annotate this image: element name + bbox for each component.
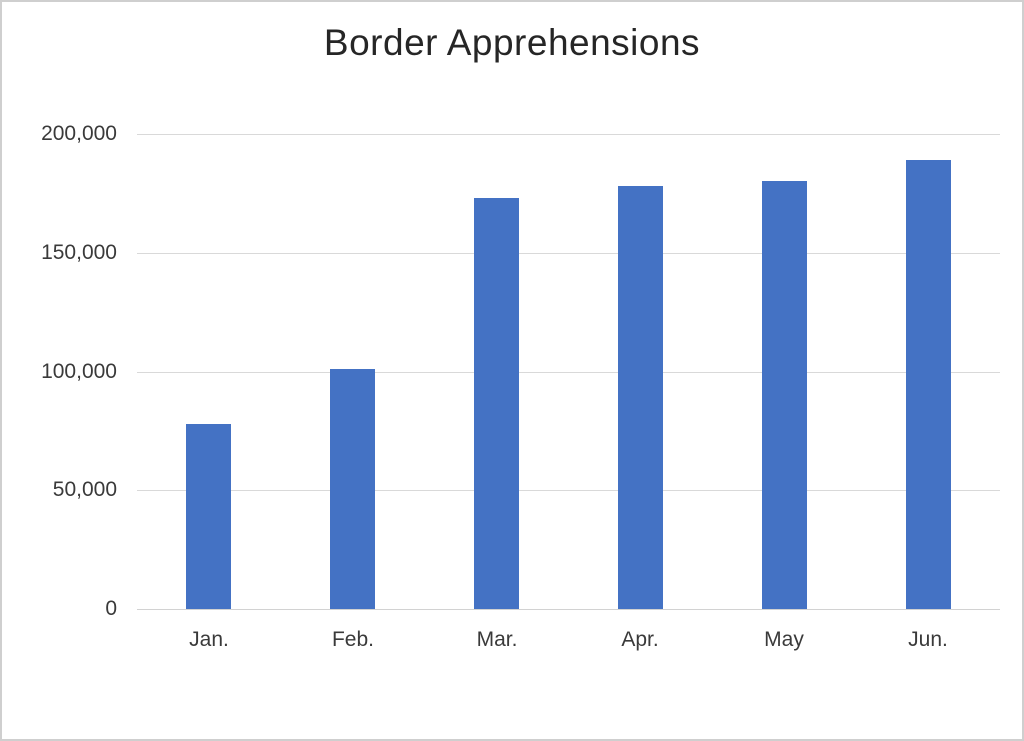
plot-area xyxy=(137,134,1000,610)
gridline xyxy=(137,253,1000,254)
gridline xyxy=(137,372,1000,373)
x-tick-label: Feb. xyxy=(331,628,375,651)
bar-mar xyxy=(474,198,519,609)
y-tick-label: 0 xyxy=(105,597,117,620)
x-axis-line xyxy=(137,609,1000,610)
y-tick-label: 100,000 xyxy=(41,360,117,383)
x-tick-label: Jan. xyxy=(189,628,229,651)
gridline xyxy=(137,134,1000,135)
bar-jun xyxy=(906,160,951,609)
y-tick-label: 150,000 xyxy=(41,241,117,264)
x-tick-label: May xyxy=(764,628,804,651)
bar-feb xyxy=(330,369,375,609)
bar-jan xyxy=(186,424,231,609)
bar-apr xyxy=(618,186,663,609)
bar-may xyxy=(762,181,807,609)
x-tick-label: Apr. xyxy=(621,628,659,651)
x-tick-label: Jun. xyxy=(908,628,948,651)
y-tick-label: 200,000 xyxy=(41,122,117,145)
gridline xyxy=(137,490,1000,491)
y-tick-label: 50,000 xyxy=(52,478,117,501)
x-tick-label: Mar. xyxy=(476,628,518,651)
chart-title: Border Apprehensions xyxy=(323,22,701,63)
